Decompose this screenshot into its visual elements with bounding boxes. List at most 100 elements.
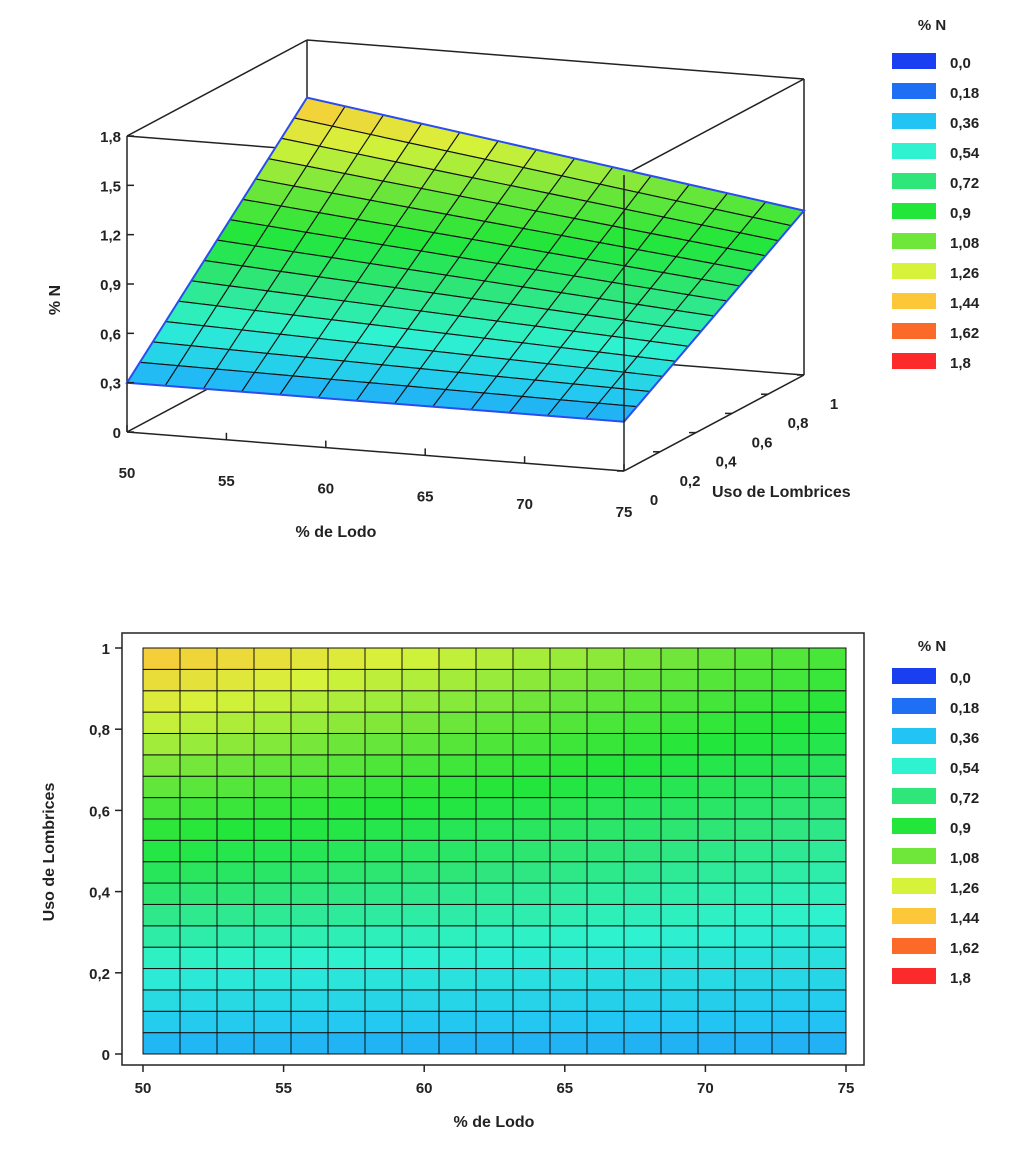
heatmap-cell <box>179 797 218 820</box>
legend-label: 0,9 <box>950 820 971 837</box>
heatmap-cell <box>734 797 773 820</box>
heatmap-cell <box>179 839 218 863</box>
heatmap-cell <box>216 818 255 841</box>
heatmap-cell <box>401 818 440 841</box>
heatmap-cell <box>364 711 403 734</box>
heatmap-cell <box>364 989 403 1012</box>
heatmap-cell <box>401 839 440 863</box>
heatmap-cell <box>179 925 218 948</box>
heatmap-cell <box>660 882 699 905</box>
heatmap-cell <box>771 882 810 905</box>
legend-swatch <box>892 878 936 894</box>
heatmap-cell <box>253 668 292 692</box>
heatmap-cell <box>512 647 551 670</box>
heatmap-cell <box>438 818 477 841</box>
legend-label: 1,26 <box>950 880 979 897</box>
heatmap-cell <box>253 1032 292 1055</box>
heatmap-cell <box>364 968 403 991</box>
heatmap-cell <box>401 775 440 799</box>
legend-label: 0,0 <box>950 670 971 687</box>
legend-label: 0,0 <box>950 55 971 72</box>
heatmap-cell <box>808 818 847 841</box>
heatmap-cell <box>512 1032 551 1055</box>
heatmap-cell <box>808 775 847 799</box>
heatmap-cell <box>401 968 440 991</box>
heatmap-cell <box>586 839 625 863</box>
heatmap-cell <box>808 989 847 1012</box>
x-tick-label: 55 <box>218 473 235 490</box>
heatmap-cell <box>290 882 329 905</box>
heatmap-cell <box>734 1032 773 1055</box>
heatmap-cell <box>327 1010 366 1034</box>
heatmap-cell <box>216 647 255 670</box>
heatmap-cell <box>623 690 662 713</box>
heatmap-cell <box>401 882 440 905</box>
x-tick-label: 70 <box>516 496 533 513</box>
heatmap-cell <box>438 754 477 777</box>
legend-label: 1,44 <box>950 295 980 312</box>
legend-label: 0,72 <box>950 175 979 192</box>
heatmap-cell <box>734 818 773 841</box>
z-tick-label: 1,2 <box>100 228 121 245</box>
heatmap-cell <box>142 882 181 905</box>
legend-swatch <box>892 848 936 864</box>
heatmap-cell <box>179 775 218 799</box>
heatmap-cell <box>586 946 625 970</box>
x-tick-label: 60 <box>416 1080 433 1097</box>
heatmap-cell <box>697 882 736 905</box>
legend-swatch <box>892 698 936 714</box>
heatmap-cell <box>623 647 662 670</box>
legend-swatch <box>892 968 936 984</box>
heatmap-cell <box>179 711 218 734</box>
heatmap-cell <box>401 903 440 927</box>
x-tick-label: 60 <box>317 481 334 498</box>
heatmap-cell <box>216 1010 255 1034</box>
heatmap-cell <box>549 668 588 692</box>
heatmap-cell <box>549 946 588 970</box>
y-tick-label: 0,8 <box>89 722 110 739</box>
heatmap-cell <box>216 903 255 927</box>
y-tick-label: 1 <box>830 396 838 413</box>
heatmap-cell <box>253 968 292 991</box>
heatmap-cell <box>771 711 810 734</box>
heatmap-cell <box>142 968 181 991</box>
heatmap-cell <box>438 882 477 905</box>
heatmap-cell <box>660 668 699 692</box>
y-tick-label: 0 <box>102 1047 110 1064</box>
heatmap-cell <box>401 668 440 692</box>
legend-swatch <box>892 353 936 369</box>
legend-label: 0,36 <box>950 115 979 132</box>
heatmap-cell <box>586 989 625 1012</box>
heatmap-cell <box>216 754 255 777</box>
heatmap-cell <box>290 647 329 670</box>
heatmap-cell <box>808 882 847 905</box>
heatmap-cell <box>475 775 514 799</box>
heatmap-cell <box>364 775 403 799</box>
heatmap-cell <box>142 711 181 734</box>
heatmap-cell <box>364 647 403 670</box>
heatmap-cell <box>808 711 847 734</box>
legend-swatch <box>892 83 936 99</box>
heatmap-cell <box>512 903 551 927</box>
heatmap-cell <box>179 647 218 670</box>
heatmap-cell <box>734 925 773 948</box>
y-tick-label: 0,2 <box>680 473 701 490</box>
heatmap-cell <box>475 711 514 734</box>
heatmap-cell <box>253 882 292 905</box>
heatmap-cell <box>623 711 662 734</box>
heatmap-cell <box>549 1032 588 1055</box>
heatmap-cell <box>475 1032 514 1055</box>
heatmap-cell <box>216 839 255 863</box>
heatmap-cell <box>216 732 255 756</box>
heatmap-cell <box>327 647 366 670</box>
heatmap-cell <box>142 690 181 713</box>
heatmap-cell <box>808 1010 847 1034</box>
legend-swatch <box>892 293 936 309</box>
heatmap-cell <box>438 690 477 713</box>
heatmap-cell <box>364 861 403 884</box>
heatmap-cell <box>771 668 810 692</box>
heatmap-cell <box>142 668 181 692</box>
y-tick-label: 0 <box>650 492 658 509</box>
heatmap-cell <box>771 1032 810 1055</box>
heatmap-cell <box>290 925 329 948</box>
